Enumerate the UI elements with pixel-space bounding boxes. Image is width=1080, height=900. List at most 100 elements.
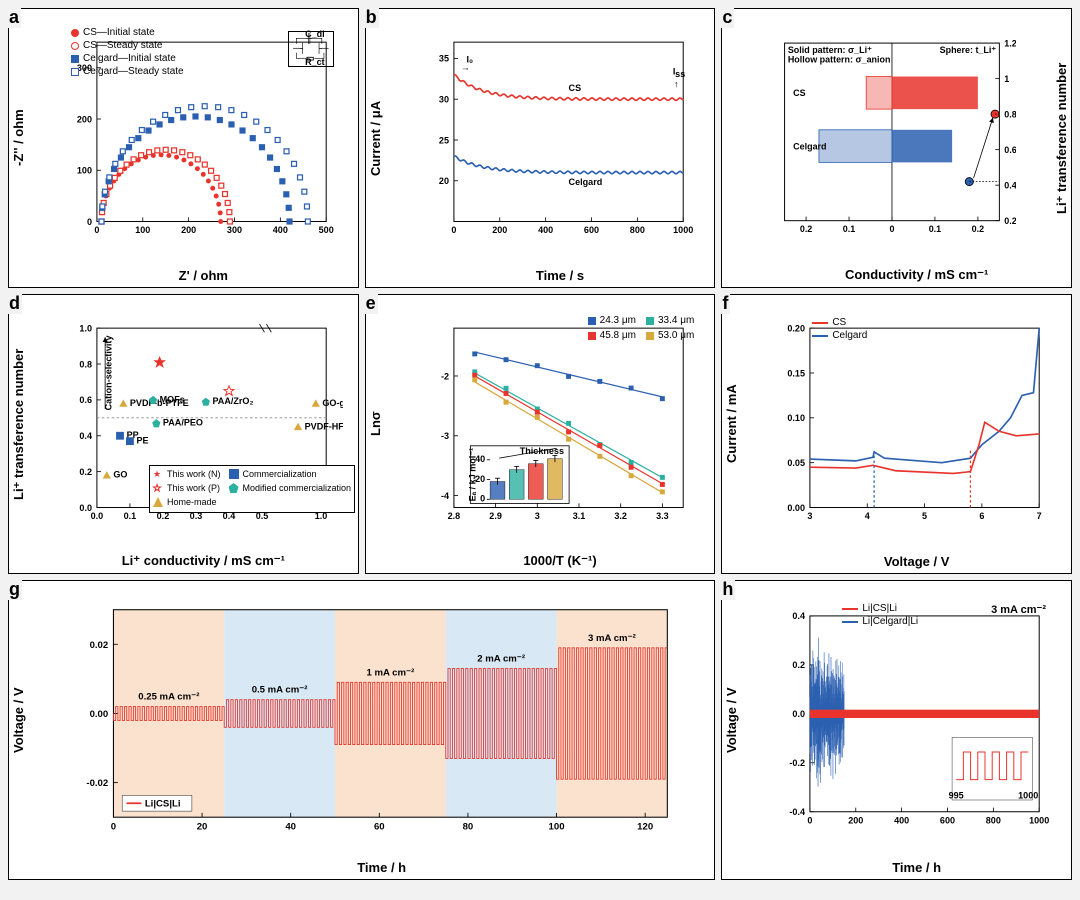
svg-text:0.2: 0.2 [972, 224, 984, 234]
svg-text:20: 20 [439, 176, 449, 186]
svg-text:0.4: 0.4 [793, 611, 806, 621]
svg-text:Hollow pattern: σ_anion: Hollow pattern: σ_anion [788, 55, 891, 65]
svg-text:2.8: 2.8 [447, 511, 460, 521]
svg-text:Celgard: Celgard [794, 141, 827, 151]
svg-text:0.4: 0.4 [1005, 180, 1016, 190]
svg-text:200: 200 [77, 114, 92, 124]
svg-text:Solid pattern: σ_Li⁺: Solid pattern: σ_Li⁺ [788, 45, 872, 55]
svg-text:0.2: 0.2 [800, 224, 812, 234]
panel-c: c Conductivity / mS cm⁻¹ Li⁺ transferenc… [721, 8, 1072, 288]
svg-text:200: 200 [849, 815, 864, 825]
svg-text:0.5 mA cm⁻²: 0.5 mA cm⁻² [252, 685, 308, 696]
svg-text:0: 0 [808, 815, 813, 825]
svg-text:0.15: 0.15 [788, 368, 806, 378]
svg-text:I₀: I₀ [466, 55, 473, 65]
svg-text:-0.02: -0.02 [86, 778, 108, 789]
xlabel-c: Conductivity / mS cm⁻¹ [777, 267, 1056, 283]
svg-text:400: 400 [894, 815, 909, 825]
panel-letter: c [720, 7, 734, 28]
svg-text:GO: GO [113, 470, 127, 480]
svg-text:80: 80 [463, 821, 474, 832]
svg-text:1.0: 1.0 [79, 323, 92, 333]
panel-letter: e [364, 293, 378, 314]
xlabel-a: Z' / ohm [64, 268, 343, 283]
svg-text:2 mA cm⁻²: 2 mA cm⁻² [477, 654, 525, 665]
svg-text:1.2: 1.2 [1005, 38, 1016, 48]
svg-text:MOFs: MOFs [160, 394, 185, 404]
plot-h-svg: 02004006008001000-0.4-0.20.00.20.4995100… [777, 601, 1056, 839]
svg-text:1: 1 [1005, 74, 1010, 84]
svg-text:100: 100 [549, 821, 565, 832]
svg-text:300: 300 [227, 225, 242, 235]
svg-text:100: 100 [135, 225, 150, 235]
svg-text:ss: ss [675, 69, 685, 79]
panel-letter: f [720, 293, 730, 314]
svg-text:400: 400 [538, 225, 553, 235]
svg-text:600: 600 [940, 815, 955, 825]
svg-text:20: 20 [197, 821, 208, 832]
svg-text:500: 500 [319, 225, 334, 235]
svg-text:600: 600 [584, 225, 599, 235]
svg-text:GO-g-HBPE: GO-g-HBPE [322, 398, 342, 408]
svg-text:1000: 1000 [1018, 790, 1038, 800]
ylabel-g: Voltage / V [11, 601, 26, 839]
legend-h: Li|CS|LiLi|Celgard|Li [842, 603, 918, 629]
xlabel-e: 1000/T (K⁻¹) [421, 553, 700, 569]
svg-text:2.9: 2.9 [489, 511, 502, 521]
svg-text:0: 0 [87, 217, 92, 227]
svg-text:200: 200 [181, 225, 196, 235]
svg-text:30: 30 [439, 95, 449, 105]
ylabel-e: Lnσ [368, 315, 383, 533]
svg-text:60: 60 [374, 821, 385, 832]
svg-text:0.1: 0.1 [124, 511, 137, 521]
svg-text:0.2: 0.2 [1005, 216, 1016, 226]
panel-g: g Voltage / V Time / h 020406080100120-0… [8, 580, 715, 880]
svg-text:1000: 1000 [673, 225, 693, 235]
legend-a: CS—Initial stateCS—Steady stateCelgard—I… [71, 27, 184, 79]
svg-text:-2: -2 [441, 371, 449, 381]
rate-h: 3 mA cm⁻² [991, 603, 1046, 616]
panel-letter: h [720, 579, 735, 600]
xlabel-f: Voltage / V [777, 554, 1056, 569]
svg-text:0.1: 0.1 [843, 224, 855, 234]
svg-text:0: 0 [94, 225, 99, 235]
svg-text:1 mA cm⁻²: 1 mA cm⁻² [366, 667, 414, 678]
svg-text:0: 0 [890, 224, 895, 234]
svg-text:↑: ↑ [674, 79, 679, 89]
svg-text:-0.4: -0.4 [790, 807, 806, 817]
xlabel-h: Time / h [777, 860, 1056, 875]
svg-text:0: 0 [451, 225, 456, 235]
svg-text:PAA/ZrO₂: PAA/ZrO₂ [212, 396, 253, 406]
svg-text:0.05: 0.05 [788, 458, 806, 468]
panel-e: e Lnσ 1000/T (K⁻¹) 2.82.933.13.23.3-4-3-… [365, 294, 716, 574]
svg-text:-0.2: -0.2 [790, 758, 806, 768]
svg-text:-3: -3 [441, 431, 449, 441]
svg-text:0.8: 0.8 [79, 359, 92, 369]
panel-letter: d [7, 293, 22, 314]
panel-d: d Li⁺ transference number Li⁺ conductivi… [8, 294, 359, 574]
svg-text:40: 40 [285, 821, 296, 832]
svg-text:0.10: 0.10 [788, 413, 806, 423]
svg-text:-4: -4 [441, 491, 449, 501]
panel-f: f Current / mA Voltage / V 345670.000.05… [721, 294, 1072, 574]
svg-text:3 mA cm⁻²: 3 mA cm⁻² [588, 633, 636, 644]
svg-text:3.2: 3.2 [614, 511, 627, 521]
svg-text:Cation-selectivity: Cation-selectivity [104, 336, 114, 411]
svg-text:0.02: 0.02 [90, 640, 109, 651]
xlabel-d: Li⁺ conductivity / mS cm⁻¹ [64, 553, 343, 569]
svg-text:0.20: 0.20 [788, 323, 806, 333]
ylabel-f: Current / mA [724, 315, 739, 533]
svg-text:3.1: 3.1 [572, 511, 585, 521]
panel-b: b Current / μA Time / s 0200400600800100… [365, 8, 716, 288]
svg-text:3: 3 [808, 511, 813, 521]
plot-b-svg: 0200400600800100020253035CSCelgard→I₀↑Is… [421, 29, 700, 247]
svg-text:0.6: 0.6 [79, 395, 92, 405]
svg-text:120: 120 [637, 821, 653, 832]
svg-text:Li|CS|Li: Li|CS|Li [145, 799, 181, 810]
panel-letter: b [364, 7, 379, 28]
xlabel-b: Time / s [421, 268, 700, 283]
ylabel-d: Li⁺ transference number [11, 315, 26, 533]
svg-text:200: 200 [492, 225, 507, 235]
svg-text:5: 5 [922, 511, 927, 521]
svg-text:0.2: 0.2 [793, 660, 806, 670]
